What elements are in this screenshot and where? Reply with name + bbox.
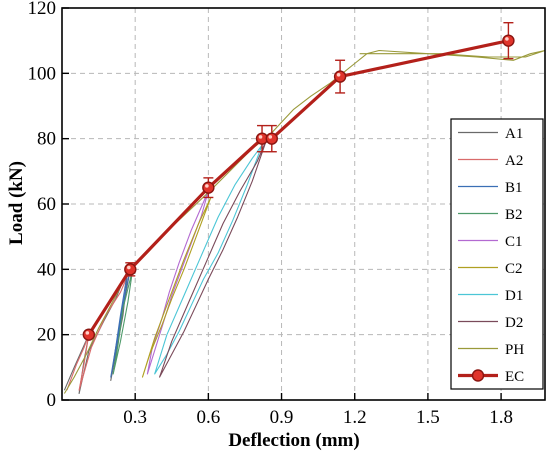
series-line-C1	[146, 190, 209, 375]
data-point-EC-0	[82, 328, 96, 341]
series-line-B2	[112, 269, 134, 375]
series-line-D2	[159, 138, 268, 378]
y-axis-title: Load (kN)	[6, 161, 27, 245]
data-point-EC-6	[502, 34, 515, 47]
legend-label-D2: D2	[505, 315, 523, 331]
series-line-EC	[87, 39, 509, 336]
y-tick-label-40: 40	[37, 259, 56, 280]
series-line-A2	[66, 269, 131, 391]
x-tick-label-1.5: 1.5	[416, 407, 440, 428]
data-point-highlight-EC-0	[85, 331, 90, 335]
x-tick-label-0.3: 0.3	[123, 407, 147, 428]
data-point-highlight-EC-5	[336, 73, 341, 77]
x-tick-label-1.2: 1.2	[343, 407, 367, 428]
x-tick-label-0.6: 0.6	[196, 407, 220, 428]
data-point-EC-2	[202, 181, 215, 194]
legend: A1 A2 B1 B2 C1 C2 D1 D2 PH EC	[450, 118, 544, 390]
data-point-EC-4	[265, 132, 278, 145]
legend-label-PH: PH	[505, 342, 524, 358]
legend-label-A1: A1	[505, 126, 523, 142]
legend-box	[450, 118, 544, 390]
data-point-EC-5	[333, 70, 347, 83]
data-point-highlight-EC-6	[505, 37, 509, 41]
series-line-C2	[141, 197, 212, 378]
x-tick-label-1.8: 1.8	[489, 407, 513, 428]
y-tick-label-80: 80	[37, 129, 56, 150]
legend-label-B1: B1	[505, 180, 523, 196]
y-tick-label-0: 0	[47, 390, 57, 411]
y-tick-label-100: 100	[28, 63, 57, 84]
legend-label-D1: D1	[505, 288, 523, 304]
legend-label-B2: B2	[505, 207, 523, 223]
legend-marker-EC	[471, 369, 485, 382]
legend-label-A2: A2	[505, 153, 523, 169]
y-tick-label-20: 20	[37, 325, 56, 346]
data-point-EC-1	[124, 263, 137, 276]
data-point-highlight-EC-3	[258, 135, 263, 139]
legend-label-C2: C2	[505, 261, 523, 277]
axes: 0.3 0.6 0.9 1.2 1.5 1.8 0 20 40 60 80 100 120	[28, 0, 546, 428]
x-axis-title: Deflection (mm)	[228, 430, 359, 451]
legend-label-C1: C1	[505, 234, 523, 250]
data-point-highlight-EC-2	[205, 184, 209, 188]
y-tick-label-60: 60	[37, 194, 56, 215]
y-tick-label-120: 120	[28, 0, 57, 19]
series-line-D1	[154, 144, 263, 375]
data-point-highlight-EC-4	[268, 135, 273, 139]
data-point-highlight-EC-1	[127, 265, 131, 270]
series-line-B1	[110, 269, 131, 378]
x-tick-label-0.9: 0.9	[270, 407, 294, 428]
legend-label-EC: EC	[505, 369, 524, 385]
